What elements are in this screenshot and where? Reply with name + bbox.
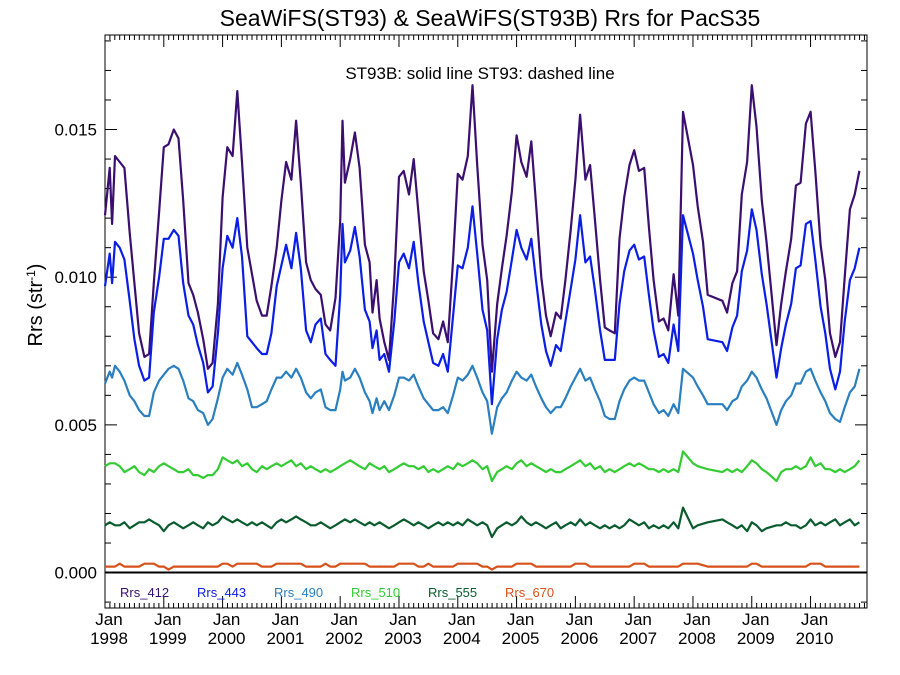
- x-tick-label-month: Jan: [448, 610, 475, 629]
- y-tick-label: 0.005: [54, 416, 97, 435]
- legend-entry-rrs-443: Rrs_443: [197, 585, 246, 600]
- x-tick-label-year: 2010: [796, 629, 834, 648]
- x-tick-label-year: 1999: [149, 629, 187, 648]
- y-axis-label: Rrs (str-1): [24, 264, 47, 347]
- y-axis-label-text: Rrs (str: [25, 281, 47, 347]
- x-tick-label-month: Jan: [683, 610, 710, 629]
- axis-ticks: 0.0000.0050.0100.015Jan1998Jan1999Jan200…: [54, 35, 867, 648]
- x-tick-label-month: Jan: [742, 610, 769, 629]
- x-tick-label-year: 2006: [560, 629, 598, 648]
- y-axis-label-superscript: -1: [24, 270, 38, 281]
- series-line-rrs-555: [104, 506, 860, 539]
- series-line-rrs-412: [103, 84, 861, 373]
- y-axis-label-suffix: ): [25, 264, 47, 271]
- x-tick-label-year: 2002: [325, 629, 363, 648]
- data-series: [103, 84, 867, 574]
- x-tick-label-month: Jan: [95, 610, 122, 629]
- plot-frame: [104, 34, 868, 609]
- x-tick-label-year: 1998: [90, 629, 128, 648]
- y-tick-label: 0.015: [54, 121, 97, 140]
- x-tick-label-year: 2009: [737, 629, 775, 648]
- series-line-rrs-670: [105, 562, 860, 571]
- x-tick-label-month: Jan: [213, 610, 240, 629]
- y-tick-label: 0.000: [54, 564, 97, 583]
- chart-title: SeaWiFS(ST93) & SeaWiFS(ST93B) Rrs for P…: [220, 5, 761, 31]
- legend-entry-rrs-670: Rrs_670: [505, 585, 554, 600]
- x-tick-label-month: Jan: [624, 610, 651, 629]
- x-tick-label-year: 2007: [619, 629, 657, 648]
- series-line-rrs-490: [103, 361, 861, 435]
- legend-entry-rrs-555: Rrs_555: [428, 585, 477, 600]
- x-tick-label-month: Jan: [154, 610, 181, 629]
- x-tick-label-month: Jan: [801, 610, 828, 629]
- legend-entry-rrs-510: Rrs_510: [351, 585, 400, 600]
- x-tick-label-year: 2004: [443, 629, 481, 648]
- x-tick-label-month: Jan: [507, 610, 534, 629]
- x-tick-label-month: Jan: [272, 610, 299, 629]
- x-tick-label-year: 2008: [678, 629, 716, 648]
- series-line-rrs-443: [103, 205, 861, 406]
- y-tick-label: 0.010: [54, 268, 97, 287]
- x-tick-label-year: 2000: [208, 629, 246, 648]
- legend: Rrs_412 Rrs_443 Rrs_490 Rrs_510 Rrs_555 Rrs_6…: [120, 585, 554, 600]
- legend-entry-rrs-490: Rrs_490: [274, 585, 323, 600]
- x-tick-label-month: Jan: [566, 610, 593, 629]
- x-tick-label-year: 2003: [384, 629, 422, 648]
- x-tick-label-year: 2005: [502, 629, 540, 648]
- x-tick-label-month: Jan: [389, 610, 416, 629]
- legend-entry-rrs-412: Rrs_412: [120, 585, 169, 600]
- series-line-rrs-510: [104, 450, 861, 483]
- line-style-annotation: ST93B: solid line ST93: dashed line: [345, 64, 614, 83]
- x-tick-label-month: Jan: [330, 610, 357, 629]
- x-tick-label-year: 2001: [266, 629, 304, 648]
